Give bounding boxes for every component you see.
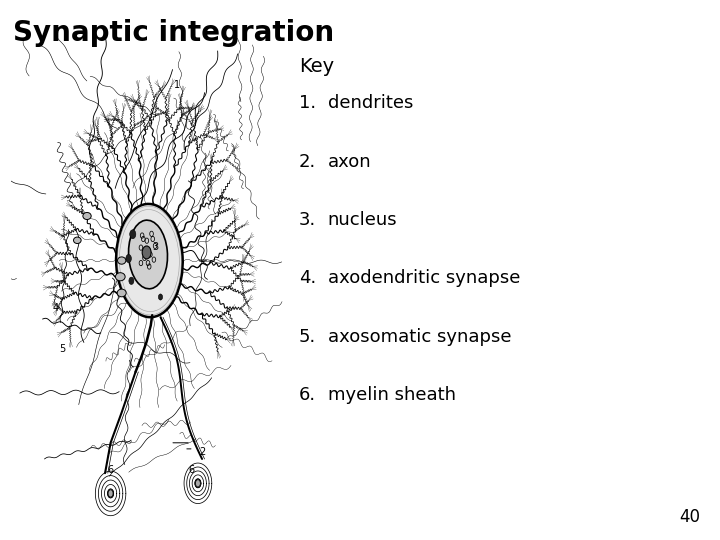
Text: 3.: 3.	[299, 211, 316, 229]
Ellipse shape	[117, 289, 126, 297]
Text: 2: 2	[199, 447, 205, 457]
Text: 40: 40	[679, 509, 700, 526]
Circle shape	[158, 294, 163, 300]
Ellipse shape	[83, 212, 91, 220]
Text: 5.: 5.	[299, 328, 316, 346]
Text: nucleus: nucleus	[328, 211, 397, 229]
Text: 1.: 1.	[299, 94, 316, 112]
Ellipse shape	[129, 220, 168, 289]
Circle shape	[126, 254, 131, 262]
Text: 6: 6	[108, 465, 114, 475]
Text: Synaptic integration: Synaptic integration	[13, 19, 334, 47]
Circle shape	[195, 480, 200, 487]
Text: myelin sheath: myelin sheath	[328, 386, 456, 404]
Ellipse shape	[115, 273, 125, 281]
Text: 6: 6	[188, 465, 194, 475]
Text: 4: 4	[53, 303, 58, 313]
Text: 6.: 6.	[299, 386, 316, 404]
Text: axon: axon	[328, 153, 372, 171]
Ellipse shape	[116, 204, 183, 317]
Circle shape	[129, 277, 134, 285]
Circle shape	[142, 246, 151, 259]
Text: axodendritic synapse: axodendritic synapse	[328, 269, 520, 287]
Text: Key: Key	[299, 57, 334, 76]
Text: axosomatic synapse: axosomatic synapse	[328, 328, 511, 346]
Text: 1: 1	[174, 80, 181, 90]
Circle shape	[130, 230, 136, 239]
Text: 4.: 4.	[299, 269, 316, 287]
Text: dendrites: dendrites	[328, 94, 413, 112]
Ellipse shape	[73, 237, 81, 244]
Text: 2.: 2.	[299, 153, 316, 171]
Text: 3: 3	[152, 242, 158, 252]
Text: 5: 5	[59, 343, 66, 354]
Circle shape	[108, 490, 113, 497]
Ellipse shape	[117, 257, 126, 264]
